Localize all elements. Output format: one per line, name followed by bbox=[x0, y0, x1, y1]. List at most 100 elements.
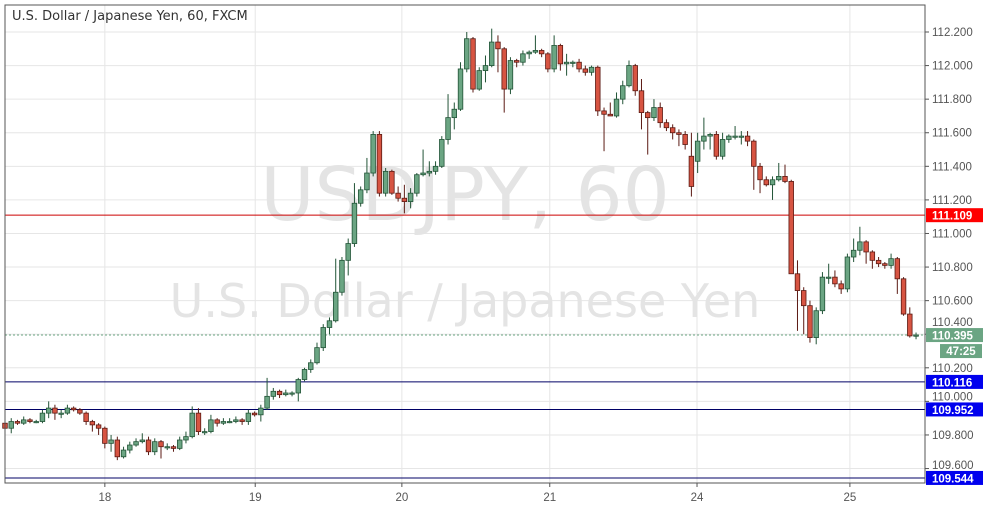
y-tick-label: 109.800 bbox=[932, 430, 974, 442]
candle bbox=[45, 401, 52, 419]
candle-body bbox=[701, 135, 707, 142]
candle-body bbox=[283, 392, 289, 396]
y-tick-label: 111.000 bbox=[932, 228, 972, 240]
candle-body bbox=[233, 419, 239, 422]
candle-body bbox=[707, 134, 713, 137]
candle bbox=[258, 404, 264, 422]
candle bbox=[570, 60, 576, 68]
candle-body bbox=[357, 189, 364, 204]
candle bbox=[501, 47, 507, 113]
candle bbox=[813, 307, 819, 345]
y-tick-label: 111.600 bbox=[932, 128, 972, 140]
level-price-label-bg bbox=[926, 208, 983, 223]
candle-body bbox=[83, 412, 89, 422]
candle-body bbox=[751, 140, 757, 167]
candle-body bbox=[907, 313, 913, 337]
candle bbox=[133, 438, 139, 447]
candle-body bbox=[726, 135, 732, 140]
candle-body bbox=[395, 192, 401, 199]
candle-body bbox=[888, 258, 894, 266]
candle-body bbox=[333, 291, 339, 322]
candle-body bbox=[620, 85, 626, 100]
candle bbox=[208, 414, 214, 434]
candle-body bbox=[258, 407, 264, 416]
candle-body bbox=[482, 65, 489, 72]
candle bbox=[757, 162, 763, 194]
candle-body bbox=[301, 369, 308, 380]
candle bbox=[33, 419, 39, 424]
candle-body bbox=[376, 134, 383, 194]
candle-body bbox=[894, 258, 901, 280]
last-price-label-bg bbox=[926, 328, 983, 343]
candle bbox=[108, 434, 114, 452]
level-price-label-bg bbox=[926, 374, 983, 389]
candle bbox=[170, 445, 177, 452]
candle bbox=[127, 441, 133, 454]
candle-body bbox=[657, 107, 663, 124]
y-tick-label: 110.400 bbox=[932, 317, 973, 329]
candle-body bbox=[638, 90, 645, 113]
candle-body bbox=[289, 392, 295, 395]
candle bbox=[894, 256, 901, 294]
candle bbox=[283, 389, 289, 397]
candle bbox=[688, 132, 695, 197]
candle bbox=[857, 226, 863, 256]
candle bbox=[495, 35, 501, 73]
candle-body bbox=[595, 66, 601, 112]
candle-body bbox=[520, 53, 526, 63]
candle-body bbox=[744, 135, 751, 142]
candle bbox=[751, 139, 757, 190]
candle bbox=[195, 408, 202, 435]
candle-body bbox=[226, 421, 233, 424]
countdown-label: 47:25 bbox=[946, 346, 976, 358]
candle bbox=[819, 272, 826, 315]
candle-body bbox=[127, 444, 133, 451]
candle-body bbox=[201, 431, 208, 434]
candle-body bbox=[807, 305, 813, 338]
candle-body bbox=[270, 390, 277, 397]
candle-body bbox=[607, 113, 613, 117]
candle-body bbox=[382, 170, 389, 194]
y-tick-label: 112.000 bbox=[932, 61, 973, 73]
candle bbox=[345, 238, 351, 276]
candle bbox=[289, 391, 295, 397]
candle bbox=[333, 258, 339, 323]
candle-body bbox=[370, 134, 376, 174]
candle bbox=[657, 102, 663, 128]
candle bbox=[825, 263, 832, 284]
candle bbox=[832, 270, 838, 288]
candle-body bbox=[900, 278, 907, 315]
candle-body bbox=[663, 122, 670, 129]
candle bbox=[314, 342, 320, 365]
candle bbox=[638, 79, 645, 130]
candle-body bbox=[351, 202, 358, 244]
candle-body bbox=[719, 139, 726, 157]
candle-body bbox=[108, 439, 114, 444]
candle-body bbox=[33, 421, 39, 424]
candle-body bbox=[676, 132, 682, 135]
candle bbox=[707, 132, 713, 150]
candle bbox=[888, 253, 894, 269]
candle bbox=[389, 169, 395, 195]
candle bbox=[420, 149, 426, 177]
candle bbox=[164, 443, 170, 451]
candle bbox=[626, 60, 632, 88]
y-tick-label: 110.000 bbox=[932, 391, 973, 403]
x-tick-label: 18 bbox=[98, 492, 111, 504]
candle bbox=[326, 317, 333, 335]
candle-body bbox=[195, 412, 202, 433]
candle bbox=[320, 324, 326, 352]
candle-body bbox=[813, 310, 819, 338]
candle bbox=[470, 37, 476, 93]
candle bbox=[532, 35, 539, 54]
candle-body bbox=[832, 276, 838, 285]
candle bbox=[464, 32, 470, 73]
candle bbox=[907, 307, 913, 338]
candle-body bbox=[844, 256, 851, 290]
candle-body bbox=[694, 140, 701, 162]
candle-body bbox=[819, 276, 826, 312]
candle-body bbox=[401, 197, 408, 202]
candle-body bbox=[669, 127, 676, 134]
